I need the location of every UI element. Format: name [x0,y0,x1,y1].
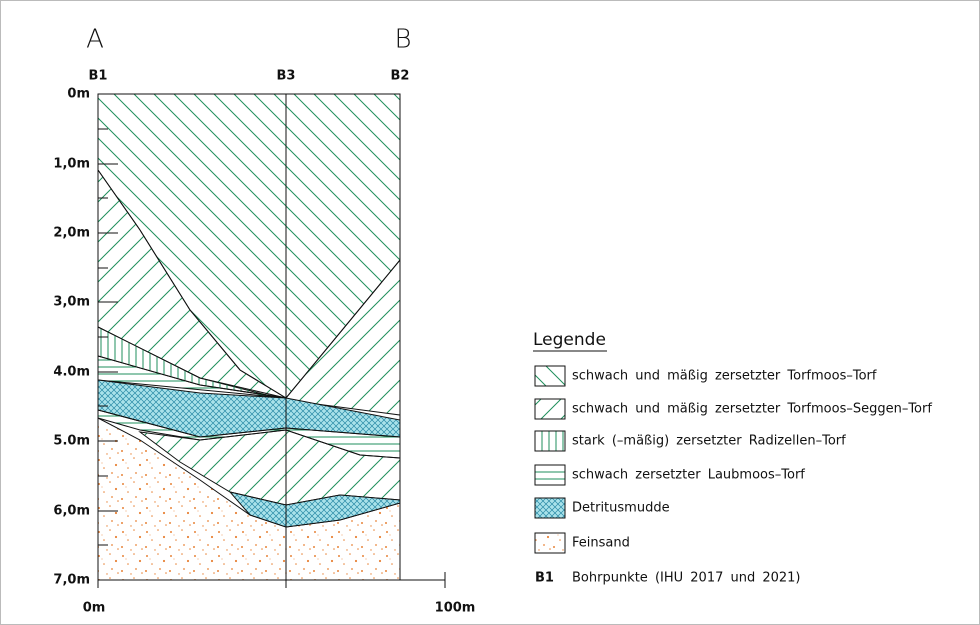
section-start: A [86,25,104,55]
section-end: B [394,25,411,55]
depth-label: 3,0m [53,295,90,310]
depth-label: 0m [67,87,90,102]
legend-swatch [535,498,565,518]
depth-label: 1,0m [53,157,90,172]
borehole-label: B1 [89,69,108,84]
depth-label: 7,0m [53,573,90,588]
depth-label: 6,0m [53,504,90,519]
borehole-label: B2 [391,69,410,84]
depth-label: 2,0m [53,226,90,241]
legend-item: Feinsand [572,536,630,551]
cross-section [98,94,400,580]
legend-item: schwach und mäßig zersetzter Torfmoos–To… [572,369,877,384]
depth-label: 5.0m [53,434,90,449]
legend-swatch [535,465,565,485]
legend-swatch [535,399,565,419]
borehole-label: B3 [277,69,296,84]
depth-label: 4.0m [53,365,90,380]
legend-item: Detritusmudde [572,501,670,516]
legend-symbol: B1 [535,571,554,586]
legend-item: schwach zersetzter Laubmoos–Torf [572,468,805,483]
legend-swatch [535,366,565,386]
legend-title: Legende [533,330,606,350]
distance-label: 100m [435,601,476,616]
page: A B B1 B3 B2 0m 1,0m 2,0m 3,0m 4.0m 5.0m… [0,0,980,625]
legend-item: schwach und mäßig zersetzter Torfmoos–Se… [572,402,932,417]
legend-swatch [535,431,565,451]
distance-label: 0m [83,601,106,616]
legend-swatch [535,533,565,553]
legend-item: Bohrpunkte (IHU 2017 und 2021) [572,571,801,586]
legend-item: stark (–mäßig) zersetzter Radizellen–Tor… [572,434,846,449]
